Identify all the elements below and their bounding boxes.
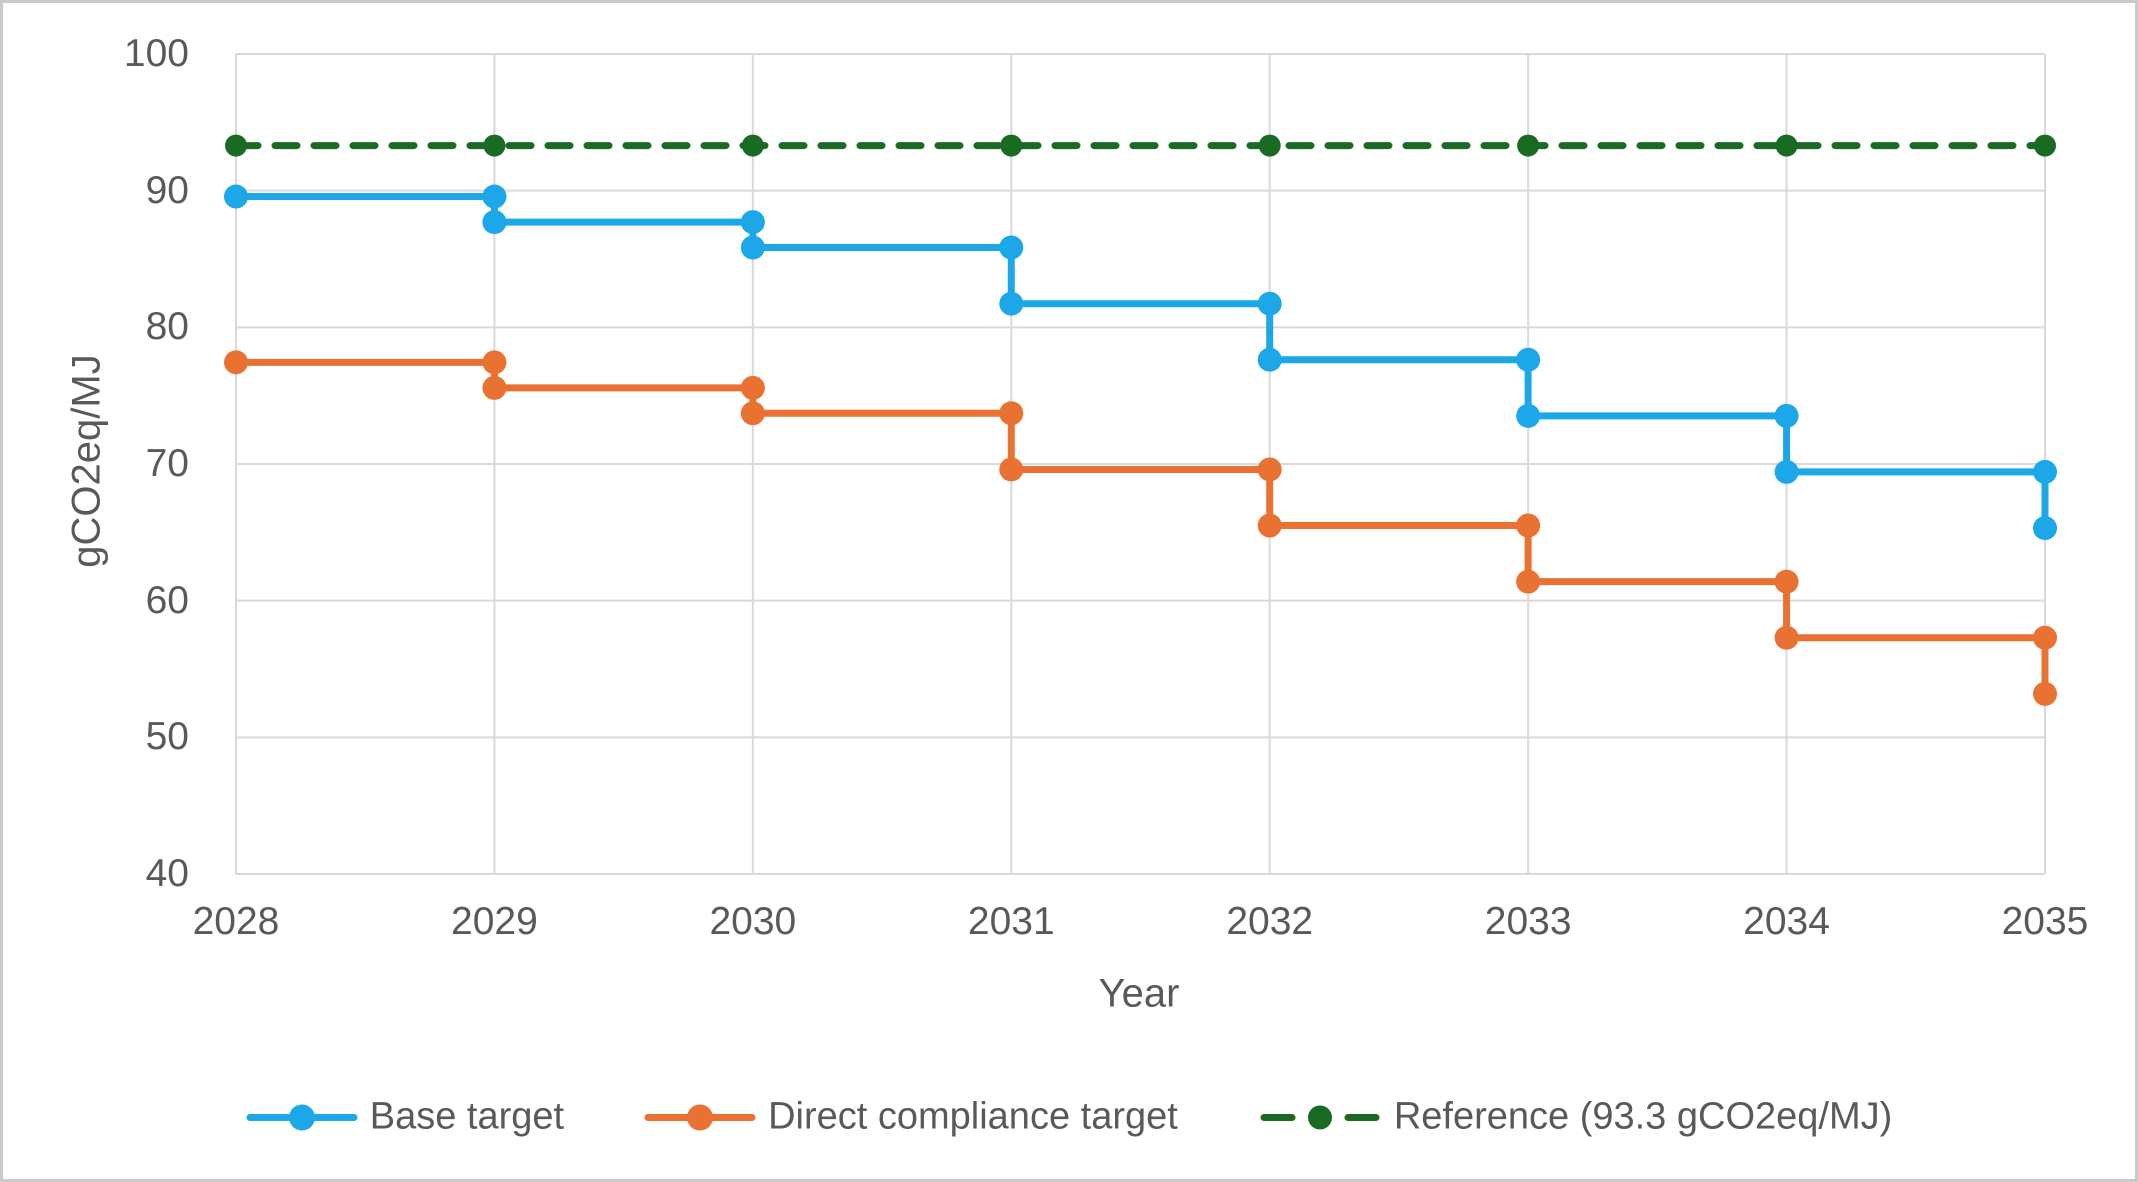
legend-item-direct-compliance-target: Direct compliance target	[644, 1096, 1178, 1139]
x-tick-label: 2030	[709, 900, 797, 943]
circle-marker-icon	[1307, 1105, 1332, 1129]
data-point-marker	[2033, 459, 2057, 484]
data-point-marker	[225, 134, 247, 157]
data-point-marker	[482, 350, 507, 375]
legend-label: Direct compliance target	[768, 1095, 1178, 1138]
legend-line-marker-sample	[644, 1104, 756, 1130]
series-base-target	[224, 184, 2057, 541]
data-point-marker	[482, 184, 507, 209]
legend-label: Reference (93.3 gCO2eq/MJ)	[1393, 1095, 1893, 1138]
data-point-marker	[740, 235, 765, 260]
data-point-marker	[1774, 569, 1799, 594]
x-tick-label: 2032	[1226, 900, 1314, 943]
y-axis-title: gCO2eq/MJ	[64, 354, 109, 568]
data-point-marker	[2033, 625, 2057, 650]
data-point-marker	[1257, 347, 1282, 372]
data-point-marker	[2033, 681, 2057, 706]
data-point-marker	[1257, 457, 1282, 482]
legend-dashed-line-marker-sample	[1260, 1105, 1380, 1129]
legend-line-marker-sample	[246, 1104, 358, 1130]
data-point-marker	[1258, 134, 1281, 157]
data-point-marker	[224, 350, 248, 375]
data-point-marker	[1775, 134, 1798, 157]
x-axis-title: Year	[1098, 971, 1180, 1016]
data-point-marker	[1516, 513, 1541, 538]
data-point-marker	[1516, 403, 1541, 428]
data-point-marker	[1516, 569, 1541, 594]
y-tick-label: 60	[145, 578, 189, 622]
data-point-marker	[999, 401, 1024, 426]
data-point-marker	[2033, 516, 2057, 541]
y-tick-label: 80	[145, 305, 189, 349]
legend-item-reference: Reference (93.3 gCO2eq/MJ)	[1258, 1096, 1892, 1139]
data-point-marker	[1257, 513, 1282, 538]
data-point-marker	[1517, 134, 1540, 157]
series-direct-compliance-target	[224, 350, 2057, 706]
data-point-marker	[740, 375, 765, 400]
data-point-marker	[999, 291, 1024, 316]
data-point-marker	[224, 184, 248, 209]
data-point-marker	[1774, 403, 1799, 428]
data-point-marker	[482, 210, 507, 235]
data-point-marker	[1000, 134, 1023, 157]
data-point-marker	[1774, 459, 1799, 484]
circle-marker-icon	[687, 1104, 714, 1130]
data-point-marker	[999, 457, 1024, 482]
legend-item-base-target: Base target	[246, 1096, 564, 1139]
x-tick-label: 2035	[2001, 900, 2089, 943]
data-point-marker	[1257, 291, 1282, 316]
data-point-marker	[2034, 134, 2056, 157]
y-tick-label: 50	[145, 715, 189, 759]
plot-area	[224, 53, 2057, 875]
data-point-marker	[1774, 625, 1799, 650]
x-tick-label: 2033	[1484, 900, 1572, 943]
data-point-marker	[741, 134, 764, 157]
gridlines	[235, 53, 2046, 875]
x-tick-label: 2028	[192, 900, 280, 943]
x-tick-label: 2034	[1743, 900, 1830, 943]
chart-legend: Base target Direct compliance target Ref…	[3, 1096, 2135, 1139]
y-tick-label: 100	[123, 32, 189, 75]
data-point-marker	[483, 134, 506, 157]
y-tick-label: 90	[145, 168, 189, 212]
legend-label: Base target	[369, 1095, 565, 1138]
data-point-marker	[482, 375, 507, 400]
x-tick-label: 2029	[451, 900, 538, 943]
data-point-marker	[999, 235, 1024, 260]
y-tick-label: 70	[145, 442, 189, 485]
circle-marker-icon	[288, 1104, 315, 1130]
y-tick-label: 40	[145, 852, 189, 895]
data-point-marker	[740, 401, 765, 426]
data-point-marker	[740, 210, 765, 235]
data-point-marker	[1516, 347, 1541, 372]
x-tick-label: 2031	[967, 900, 1055, 943]
series-reference-93-3-gco2eq-mj	[225, 134, 2056, 157]
